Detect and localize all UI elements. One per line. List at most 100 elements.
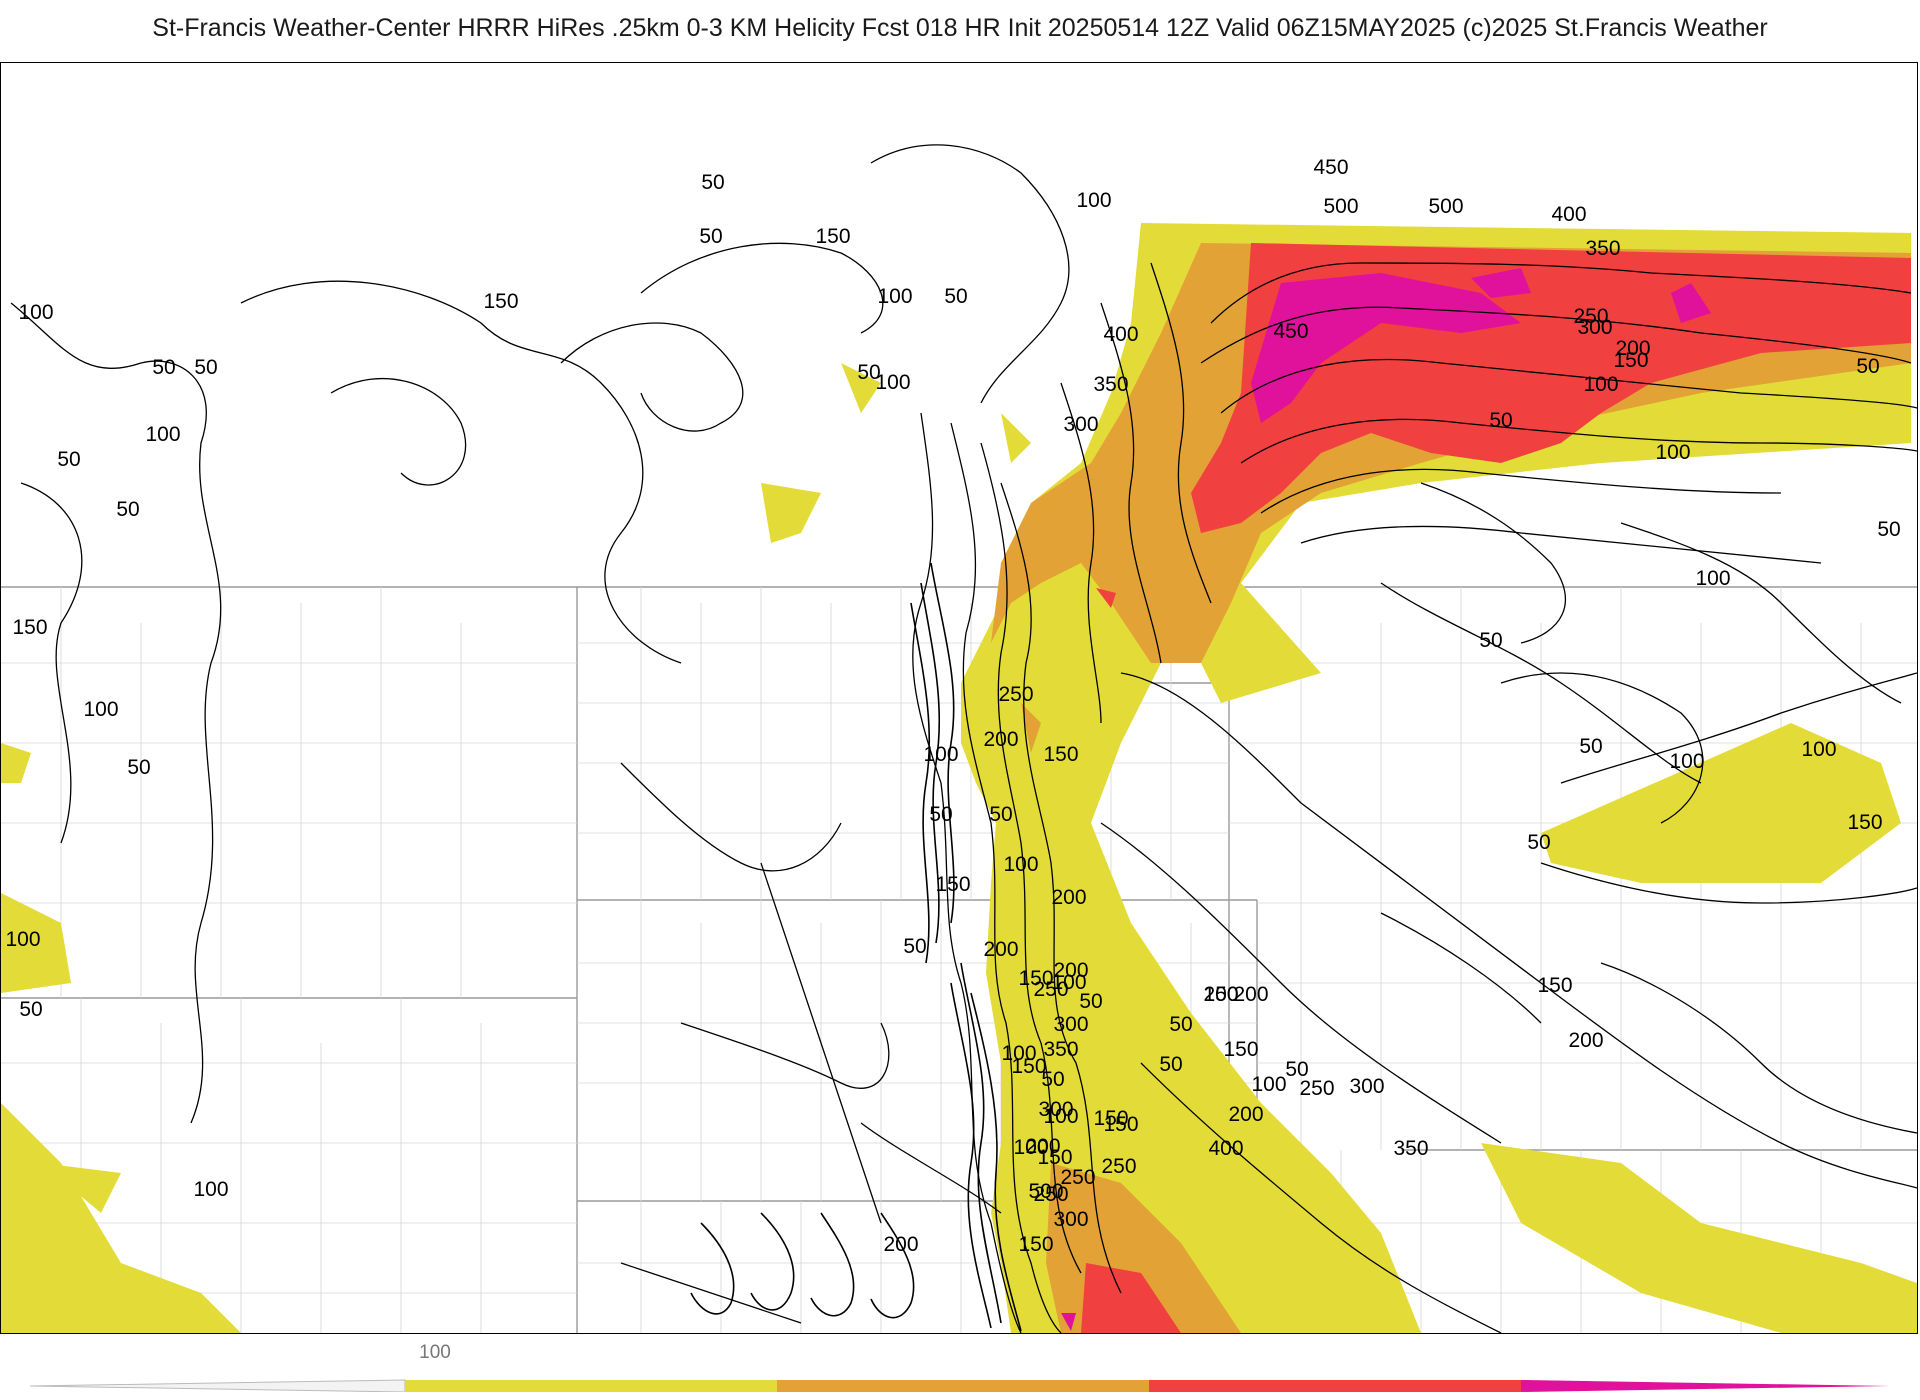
contour-label: 200 [1233, 983, 1268, 1006]
contour-label: 250 [1573, 305, 1608, 328]
contour-label: 200 [983, 938, 1018, 961]
terrain-contour-clusters [690, 562, 1022, 1332]
contour-label: 250 [1060, 1166, 1095, 1189]
contour-label: 150 [815, 225, 850, 248]
contour-label: 100 [1001, 1042, 1036, 1065]
chart-title: St-Francis Weather-Center HRRR HiRes .25… [152, 14, 1768, 42]
contour-label: 200 [1615, 337, 1650, 360]
contour-label: 100 [875, 371, 910, 394]
contour-label: 50 [1527, 831, 1550, 854]
contour-label: 50 [1856, 355, 1879, 378]
colorbar: 100 [30, 1342, 1890, 1392]
colorbar-low-triangle [30, 1379, 406, 1392]
contour-label: 150 [1043, 743, 1078, 766]
colorbar-tick-label: 100 [419, 1342, 451, 1363]
contour-label: 300 [1349, 1075, 1384, 1098]
contour-label: 100 [83, 698, 118, 721]
contour-label: 350 [1393, 1137, 1428, 1160]
contour-label: 50 [1489, 409, 1512, 432]
contour-label: 50 [701, 171, 724, 194]
contour-label: 100 [1003, 853, 1038, 876]
contour-label: 500 [1323, 195, 1358, 218]
contour-label: 50 [152, 356, 175, 379]
contour-label: 50 [57, 448, 80, 471]
contour-label: 200 [1203, 983, 1238, 1006]
contour-label: 50 [1159, 1053, 1182, 1076]
contour-label: 200 [1025, 1135, 1060, 1158]
contour-label: 100 [145, 423, 180, 446]
contour-label: 50 [194, 356, 217, 379]
contour-label: 150 [1093, 1107, 1128, 1130]
contour-label: 150 [483, 290, 518, 313]
contour-label: 100 [1013, 1136, 1048, 1159]
contour-label: 50 [699, 225, 722, 248]
contour-label: 50 [1877, 518, 1900, 541]
contour-label: 200 [1568, 1029, 1603, 1052]
contour-label: 150 [1018, 1233, 1053, 1256]
contour-label: 100 [1655, 441, 1690, 464]
contour-label: 150 [1537, 974, 1572, 997]
contour-label: 100 [1669, 750, 1704, 773]
contour-label: 400 [1208, 1137, 1243, 1160]
contour-label: 100 [18, 301, 53, 324]
contour-label: 150 [1018, 967, 1053, 990]
contour-label: 250 [998, 683, 1033, 706]
contour-label: 100 [1076, 189, 1111, 212]
contour-label: 100 [1043, 1105, 1078, 1128]
contour-label: 100 [1251, 1073, 1286, 1096]
contour-label: 350 [1043, 1038, 1078, 1061]
contour-label: 50 [929, 803, 952, 826]
contour-label: 300 [1053, 1208, 1088, 1231]
contour-label: 450 [1273, 320, 1308, 343]
contour-label: 200 [1053, 959, 1088, 982]
helicity-map[interactable]: 50 150 100 50 100 50 100 50 150 50 100 50 100 50 50 150… [0, 62, 1918, 1334]
contour-label: 150 [1037, 1146, 1072, 1169]
helicity-contours [10, 144, 1917, 1333]
contour-label: 150 [1613, 349, 1648, 372]
contour-label: 250 [1033, 1183, 1068, 1206]
contour-label: 450 [1313, 156, 1348, 179]
colorbar-segment-lvl1 [405, 1380, 777, 1392]
colorbar-high-triangle [1521, 1380, 1890, 1392]
contour-label: 150 [935, 873, 970, 896]
contour-label: 50 [857, 361, 880, 384]
contour-label: 50 [1285, 1058, 1308, 1081]
contour-label: 50 [1579, 735, 1602, 758]
contour-label: 200 [983, 728, 1018, 751]
contour-label: 350 [1093, 373, 1128, 396]
contour-label: 200 [883, 1233, 918, 1256]
contour-label: 200 [1051, 886, 1086, 909]
colorbar-svg [30, 1379, 1890, 1392]
contour-label: 500 [1428, 195, 1463, 218]
contour-label: 100 [1583, 373, 1618, 396]
contour-label: 100 [877, 285, 912, 308]
contour-label: 50 [1479, 629, 1502, 652]
colorbar-segment-lvl3 [1149, 1380, 1521, 1392]
contour-label: 100 [5, 928, 40, 951]
contour-label: 50 [944, 285, 967, 308]
contour-label: 50 [1079, 990, 1102, 1013]
contour-label: 500 [1028, 1180, 1063, 1203]
contour-label: 50 [989, 803, 1012, 826]
contour-label: 50 [116, 498, 139, 521]
contour-label: 250 [1033, 978, 1068, 1001]
contour-label: 300 [1053, 1013, 1088, 1036]
contour-label: 250 [1299, 1077, 1334, 1100]
contour-label: 150 [12, 616, 47, 639]
contour-label: 400 [1103, 323, 1138, 346]
contour-label: 50 [19, 998, 42, 1021]
contour-label: 250 [1101, 1155, 1136, 1178]
contour-label: 350 [1585, 237, 1620, 260]
contour-label: 300 [1038, 1098, 1073, 1121]
contour-label: 100 [923, 743, 958, 766]
contour-label: 50 [1041, 1068, 1064, 1091]
contour-label: 150 [1223, 1038, 1258, 1061]
colorbar-segment-lvl2 [777, 1380, 1149, 1392]
contour-label: 150 [1203, 983, 1238, 1006]
contour-label: 150 [1103, 1113, 1138, 1136]
contour-label: 400 [1551, 203, 1586, 226]
contour-label: 100 [193, 1178, 228, 1201]
contour-label: 300 [1063, 413, 1098, 436]
contour-label: 300 [1577, 316, 1612, 339]
